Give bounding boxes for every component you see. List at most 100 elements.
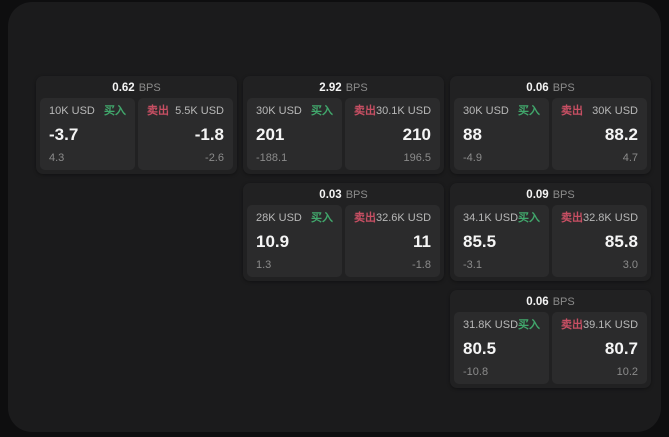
sell-side-label: 卖出 xyxy=(561,212,583,224)
sell-tile[interactable]: 卖出 30.1K USD 210 196.5 xyxy=(345,98,440,170)
sell-side-label: 卖出 xyxy=(354,105,376,117)
sell-tile-top: 卖出 5.5K USD xyxy=(147,105,224,117)
buy-delta-value: -4.9 xyxy=(463,152,482,164)
buy-tile-top: 30K USD 买入 xyxy=(256,105,333,117)
quote-card-grid: 0.62 BPS 10K USD 买入 -3.7 4.3 卖出 5.5K USD… xyxy=(36,76,651,388)
bps-unit-label: BPS xyxy=(552,82,575,94)
sell-tile[interactable]: 卖出 39.1K USD 80.7 10.2 xyxy=(552,312,647,384)
sell-notional-label: 5.5K USD xyxy=(175,105,224,117)
buy-delta-value: -10.8 xyxy=(463,366,489,378)
bps-value: 0.06 xyxy=(526,82,549,94)
bps-unit-label: BPS xyxy=(138,82,161,94)
buy-delta-value: 4.3 xyxy=(49,152,65,164)
buy-delta-value: -3.1 xyxy=(463,259,482,271)
buy-price-value: 88 xyxy=(463,124,482,144)
sell-price-value: -1.8 xyxy=(194,124,224,144)
sell-delta-value: 3.0 xyxy=(622,259,638,271)
sell-price-value: 80.7 xyxy=(604,338,638,358)
buy-tile-top: 34.1K USD 买入 xyxy=(463,212,540,224)
sell-price-value: 88.2 xyxy=(604,124,638,144)
card-header: 0.09 BPS xyxy=(454,186,647,205)
sell-tile-top: 卖出 30.1K USD xyxy=(354,105,431,117)
quote-tiles: 30K USD 买入 201 -188.1 卖出 30.1K USD 210 1… xyxy=(247,98,440,170)
buy-delta-value: -188.1 xyxy=(256,152,288,164)
sell-tile[interactable]: 卖出 32.6K USD 11 -1.8 xyxy=(345,205,440,277)
sell-side-label: 卖出 xyxy=(147,105,169,117)
buy-tile[interactable]: 30K USD 买入 88 -4.9 xyxy=(454,98,549,170)
buy-notional-label: 31.8K USD xyxy=(463,319,519,331)
buy-tile[interactable]: 34.1K USD 买入 85.5 -3.1 xyxy=(454,205,549,277)
quote-tiles: 30K USD 买入 88 -4.9 卖出 30K USD 88.2 4.7 xyxy=(454,98,647,170)
bps-unit-label: BPS xyxy=(552,296,575,308)
sell-tile[interactable]: 卖出 5.5K USD -1.8 -2.6 xyxy=(138,98,233,170)
buy-notional-label: 28K USD xyxy=(256,212,302,224)
quote-card: 2.92 BPS 30K USD 买入 201 -188.1 卖出 30.1K … xyxy=(243,76,444,174)
sell-tile-top: 卖出 39.1K USD xyxy=(561,319,638,331)
buy-tile[interactable]: 30K USD 买入 201 -188.1 xyxy=(247,98,342,170)
sell-price-value: 11 xyxy=(413,231,431,251)
sell-price-value: 85.8 xyxy=(604,231,638,251)
bps-unit-label: BPS xyxy=(552,189,575,201)
quote-tiles: 34.1K USD 买入 85.5 -3.1 卖出 32.8K USD 85.8… xyxy=(454,205,647,277)
buy-notional-label: 10K USD xyxy=(49,105,95,117)
sell-notional-label: 30K USD xyxy=(592,105,638,117)
card-header: 0.06 BPS xyxy=(454,293,647,312)
bps-value: 0.06 xyxy=(526,296,549,308)
buy-side-label: 买入 xyxy=(311,105,333,117)
sell-tile-top: 卖出 32.6K USD xyxy=(354,212,431,224)
bps-value: 0.09 xyxy=(526,189,549,201)
quote-card: 0.62 BPS 10K USD 买入 -3.7 4.3 卖出 5.5K USD… xyxy=(36,76,237,174)
sell-notional-label: 32.8K USD xyxy=(583,212,639,224)
buy-tile-top: 10K USD 买入 xyxy=(49,105,126,117)
bps-unit-label: BPS xyxy=(345,189,368,201)
quote-card: 0.06 BPS 30K USD 买入 88 -4.9 卖出 30K USD 8… xyxy=(450,76,651,174)
card-header: 0.62 BPS xyxy=(40,79,233,98)
buy-notional-label: 34.1K USD xyxy=(463,212,519,224)
buy-tile-top: 31.8K USD 买入 xyxy=(463,319,540,331)
buy-price-value: -3.7 xyxy=(49,124,79,144)
buy-side-label: 买入 xyxy=(518,105,540,117)
buy-price-value: 85.5 xyxy=(463,231,497,251)
quote-card: 0.03 BPS 28K USD 买入 10.9 1.3 卖出 32.6K US… xyxy=(243,183,444,281)
buy-price-value: 10.9 xyxy=(256,231,290,251)
sell-delta-value: -1.8 xyxy=(412,259,431,271)
sell-tile[interactable]: 卖出 30K USD 88.2 4.7 xyxy=(552,98,647,170)
buy-delta-value: 1.3 xyxy=(256,259,272,271)
bps-value: 2.92 xyxy=(319,82,342,94)
quote-card: 0.06 BPS 31.8K USD 买入 80.5 -10.8 卖出 39.1… xyxy=(450,290,651,388)
buy-tile[interactable]: 28K USD 买入 10.9 1.3 xyxy=(247,205,342,277)
quote-card: 0.09 BPS 34.1K USD 买入 85.5 -3.1 卖出 32.8K… xyxy=(450,183,651,281)
bps-unit-label: BPS xyxy=(345,82,368,94)
sell-delta-value: -2.6 xyxy=(205,152,224,164)
sell-delta-value: 4.7 xyxy=(622,152,638,164)
sell-side-label: 卖出 xyxy=(561,105,583,117)
buy-side-label: 买入 xyxy=(311,212,333,224)
bps-value: 0.03 xyxy=(319,189,342,201)
buy-tile[interactable]: 10K USD 买入 -3.7 4.3 xyxy=(40,98,135,170)
card-header: 2.92 BPS xyxy=(247,79,440,98)
sell-price-value: 210 xyxy=(402,124,431,144)
quote-tiles: 28K USD 买入 10.9 1.3 卖出 32.6K USD 11 -1.8 xyxy=(247,205,440,277)
sell-delta-value: 10.2 xyxy=(616,366,638,378)
buy-side-label: 买入 xyxy=(518,212,541,224)
buy-side-label: 买入 xyxy=(104,105,126,117)
buy-tile[interactable]: 31.8K USD 买入 80.5 -10.8 xyxy=(454,312,549,384)
bps-value: 0.62 xyxy=(112,82,135,94)
buy-price-value: 80.5 xyxy=(463,338,497,358)
quote-tiles: 10K USD 买入 -3.7 4.3 卖出 5.5K USD -1.8 -2.… xyxy=(40,98,233,170)
sell-notional-label: 32.6K USD xyxy=(376,212,432,224)
main-panel: 0.62 BPS 10K USD 买入 -3.7 4.3 卖出 5.5K USD… xyxy=(8,2,661,432)
buy-tile-top: 30K USD 买入 xyxy=(463,105,540,117)
card-header: 0.03 BPS xyxy=(247,186,440,205)
buy-price-value: 201 xyxy=(256,124,285,144)
sell-delta-value: 196.5 xyxy=(403,152,431,164)
sell-tile-top: 卖出 30K USD xyxy=(561,105,638,117)
sell-tile[interactable]: 卖出 32.8K USD 85.8 3.0 xyxy=(552,205,647,277)
sell-side-label: 卖出 xyxy=(354,212,376,224)
sell-notional-label: 39.1K USD xyxy=(583,319,639,331)
buy-side-label: 买入 xyxy=(518,319,541,331)
buy-notional-label: 30K USD xyxy=(256,105,302,117)
quote-tiles: 31.8K USD 买入 80.5 -10.8 卖出 39.1K USD 80.… xyxy=(454,312,647,384)
sell-tile-top: 卖出 32.8K USD xyxy=(561,212,638,224)
buy-notional-label: 30K USD xyxy=(463,105,509,117)
